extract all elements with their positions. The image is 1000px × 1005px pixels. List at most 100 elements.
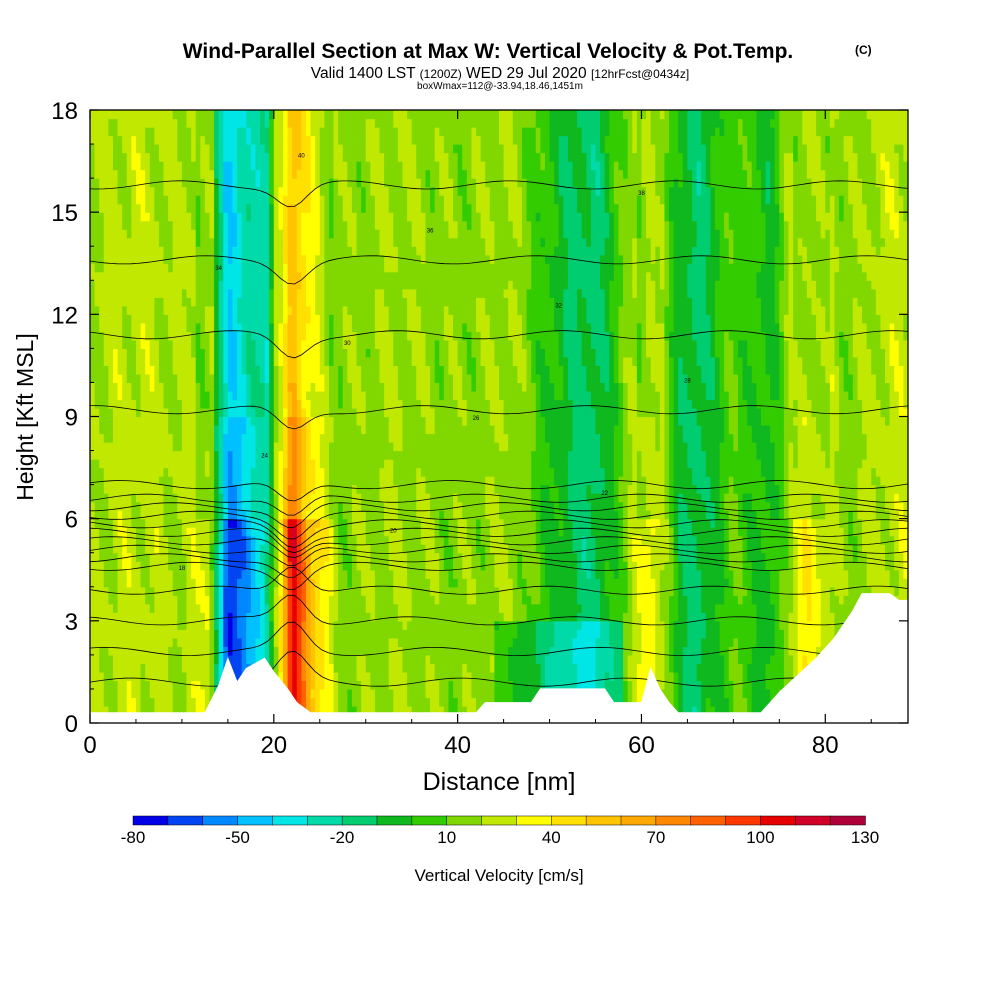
velocity-cell [99, 433, 105, 443]
velocity-cell [177, 459, 183, 469]
velocity-cell [370, 280, 376, 290]
velocity-cell [227, 127, 234, 137]
velocity-cell [149, 373, 155, 384]
velocity-cell [255, 297, 261, 307]
velocity-cell [103, 629, 109, 639]
velocity-cell [283, 144, 289, 154]
velocity-cell [384, 501, 390, 511]
velocity-cell [328, 407, 335, 418]
velocity-cell [379, 612, 385, 622]
velocity-cell [186, 271, 192, 281]
velocity-cell [301, 663, 307, 673]
velocity-cell [195, 646, 201, 656]
velocity-cell [269, 339, 275, 349]
velocity-cell [99, 595, 105, 605]
velocity-cell [301, 450, 307, 460]
velocity-cell [218, 595, 224, 605]
velocity-cell [319, 697, 325, 707]
velocity-cell [328, 425, 335, 435]
velocity-cell [402, 416, 408, 426]
velocity-cell [163, 620, 169, 630]
velocity-cell [388, 569, 394, 579]
velocity-cell [181, 433, 188, 443]
velocity-cell [264, 110, 270, 120]
velocity-cell [260, 348, 266, 358]
velocity-cell [168, 220, 174, 230]
velocity-cell [324, 237, 330, 247]
velocity-cell [273, 220, 280, 230]
velocity-cell [149, 603, 155, 613]
velocity-cell [232, 476, 238, 486]
velocity-cell [379, 314, 385, 324]
velocity-cell [131, 467, 137, 477]
velocity-cell [172, 646, 178, 656]
velocity-cell [94, 339, 100, 349]
velocity-cell [402, 450, 408, 460]
velocity-cell [264, 569, 270, 579]
velocity-cell [214, 178, 220, 188]
velocity-cell [287, 144, 293, 154]
velocity-cell [319, 663, 325, 673]
velocity-cell [232, 212, 238, 222]
velocity-cell [342, 510, 348, 520]
velocity-cell [149, 246, 155, 256]
velocity-cell [186, 501, 192, 511]
velocity-cell [374, 118, 381, 128]
velocity-cell [260, 459, 266, 469]
velocity-cell [232, 322, 238, 332]
velocity-cell [191, 425, 197, 435]
velocity-cell [384, 646, 390, 656]
velocity-cell [191, 178, 197, 188]
velocity-cell [204, 356, 211, 367]
velocity-cell [200, 578, 206, 588]
velocity-cell [296, 212, 302, 222]
velocity-cell [90, 493, 96, 503]
velocity-cell [145, 450, 151, 460]
velocity-cell [186, 127, 192, 137]
velocity-cell [347, 110, 353, 120]
velocity-cell [407, 705, 413, 716]
velocity-cell [172, 178, 178, 188]
velocity-cell [310, 442, 316, 452]
velocity-cell [232, 459, 238, 469]
velocity-cell [310, 195, 316, 205]
velocity-cell [324, 169, 330, 179]
velocity-cell [384, 373, 390, 384]
velocity-cell [305, 246, 312, 256]
velocity-cell [191, 620, 197, 630]
velocity-cell [191, 254, 197, 264]
velocity-cell [269, 127, 275, 137]
velocity-cell [278, 271, 284, 281]
velocity-cell [158, 561, 165, 571]
velocity-cell [168, 339, 174, 349]
velocity-cell [365, 382, 371, 392]
velocity-cell [214, 263, 220, 273]
velocity-cell [310, 186, 316, 196]
velocity-cell [214, 425, 220, 435]
velocity-cell [172, 484, 178, 494]
velocity-cell [342, 442, 348, 452]
velocity-cell [301, 271, 307, 281]
velocity-cell [310, 705, 316, 716]
velocity-cell [168, 110, 174, 120]
velocity-cell [195, 229, 201, 239]
velocity-cell [246, 237, 252, 247]
velocity-cell [287, 314, 293, 324]
velocity-cell [135, 535, 142, 545]
velocity-cell [388, 271, 394, 281]
velocity-cell [301, 697, 307, 707]
velocity-cell [342, 620, 348, 630]
velocity-cell [108, 459, 114, 469]
velocity-cell [191, 127, 197, 137]
velocity-cell [397, 399, 404, 409]
velocity-cell [402, 399, 408, 409]
velocity-cell [214, 578, 220, 588]
velocity-cell [273, 450, 280, 460]
velocity-cell [200, 467, 206, 477]
velocity-cell [324, 373, 330, 384]
velocity-cell [342, 688, 348, 699]
velocity-cell [374, 365, 381, 375]
velocity-cell [94, 280, 100, 290]
velocity-cell [149, 297, 155, 307]
velocity-cell [186, 561, 192, 571]
